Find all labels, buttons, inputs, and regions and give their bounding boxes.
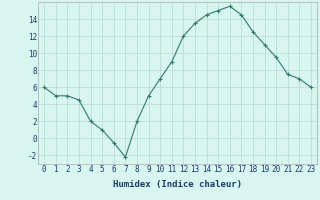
- X-axis label: Humidex (Indice chaleur): Humidex (Indice chaleur): [113, 180, 242, 189]
